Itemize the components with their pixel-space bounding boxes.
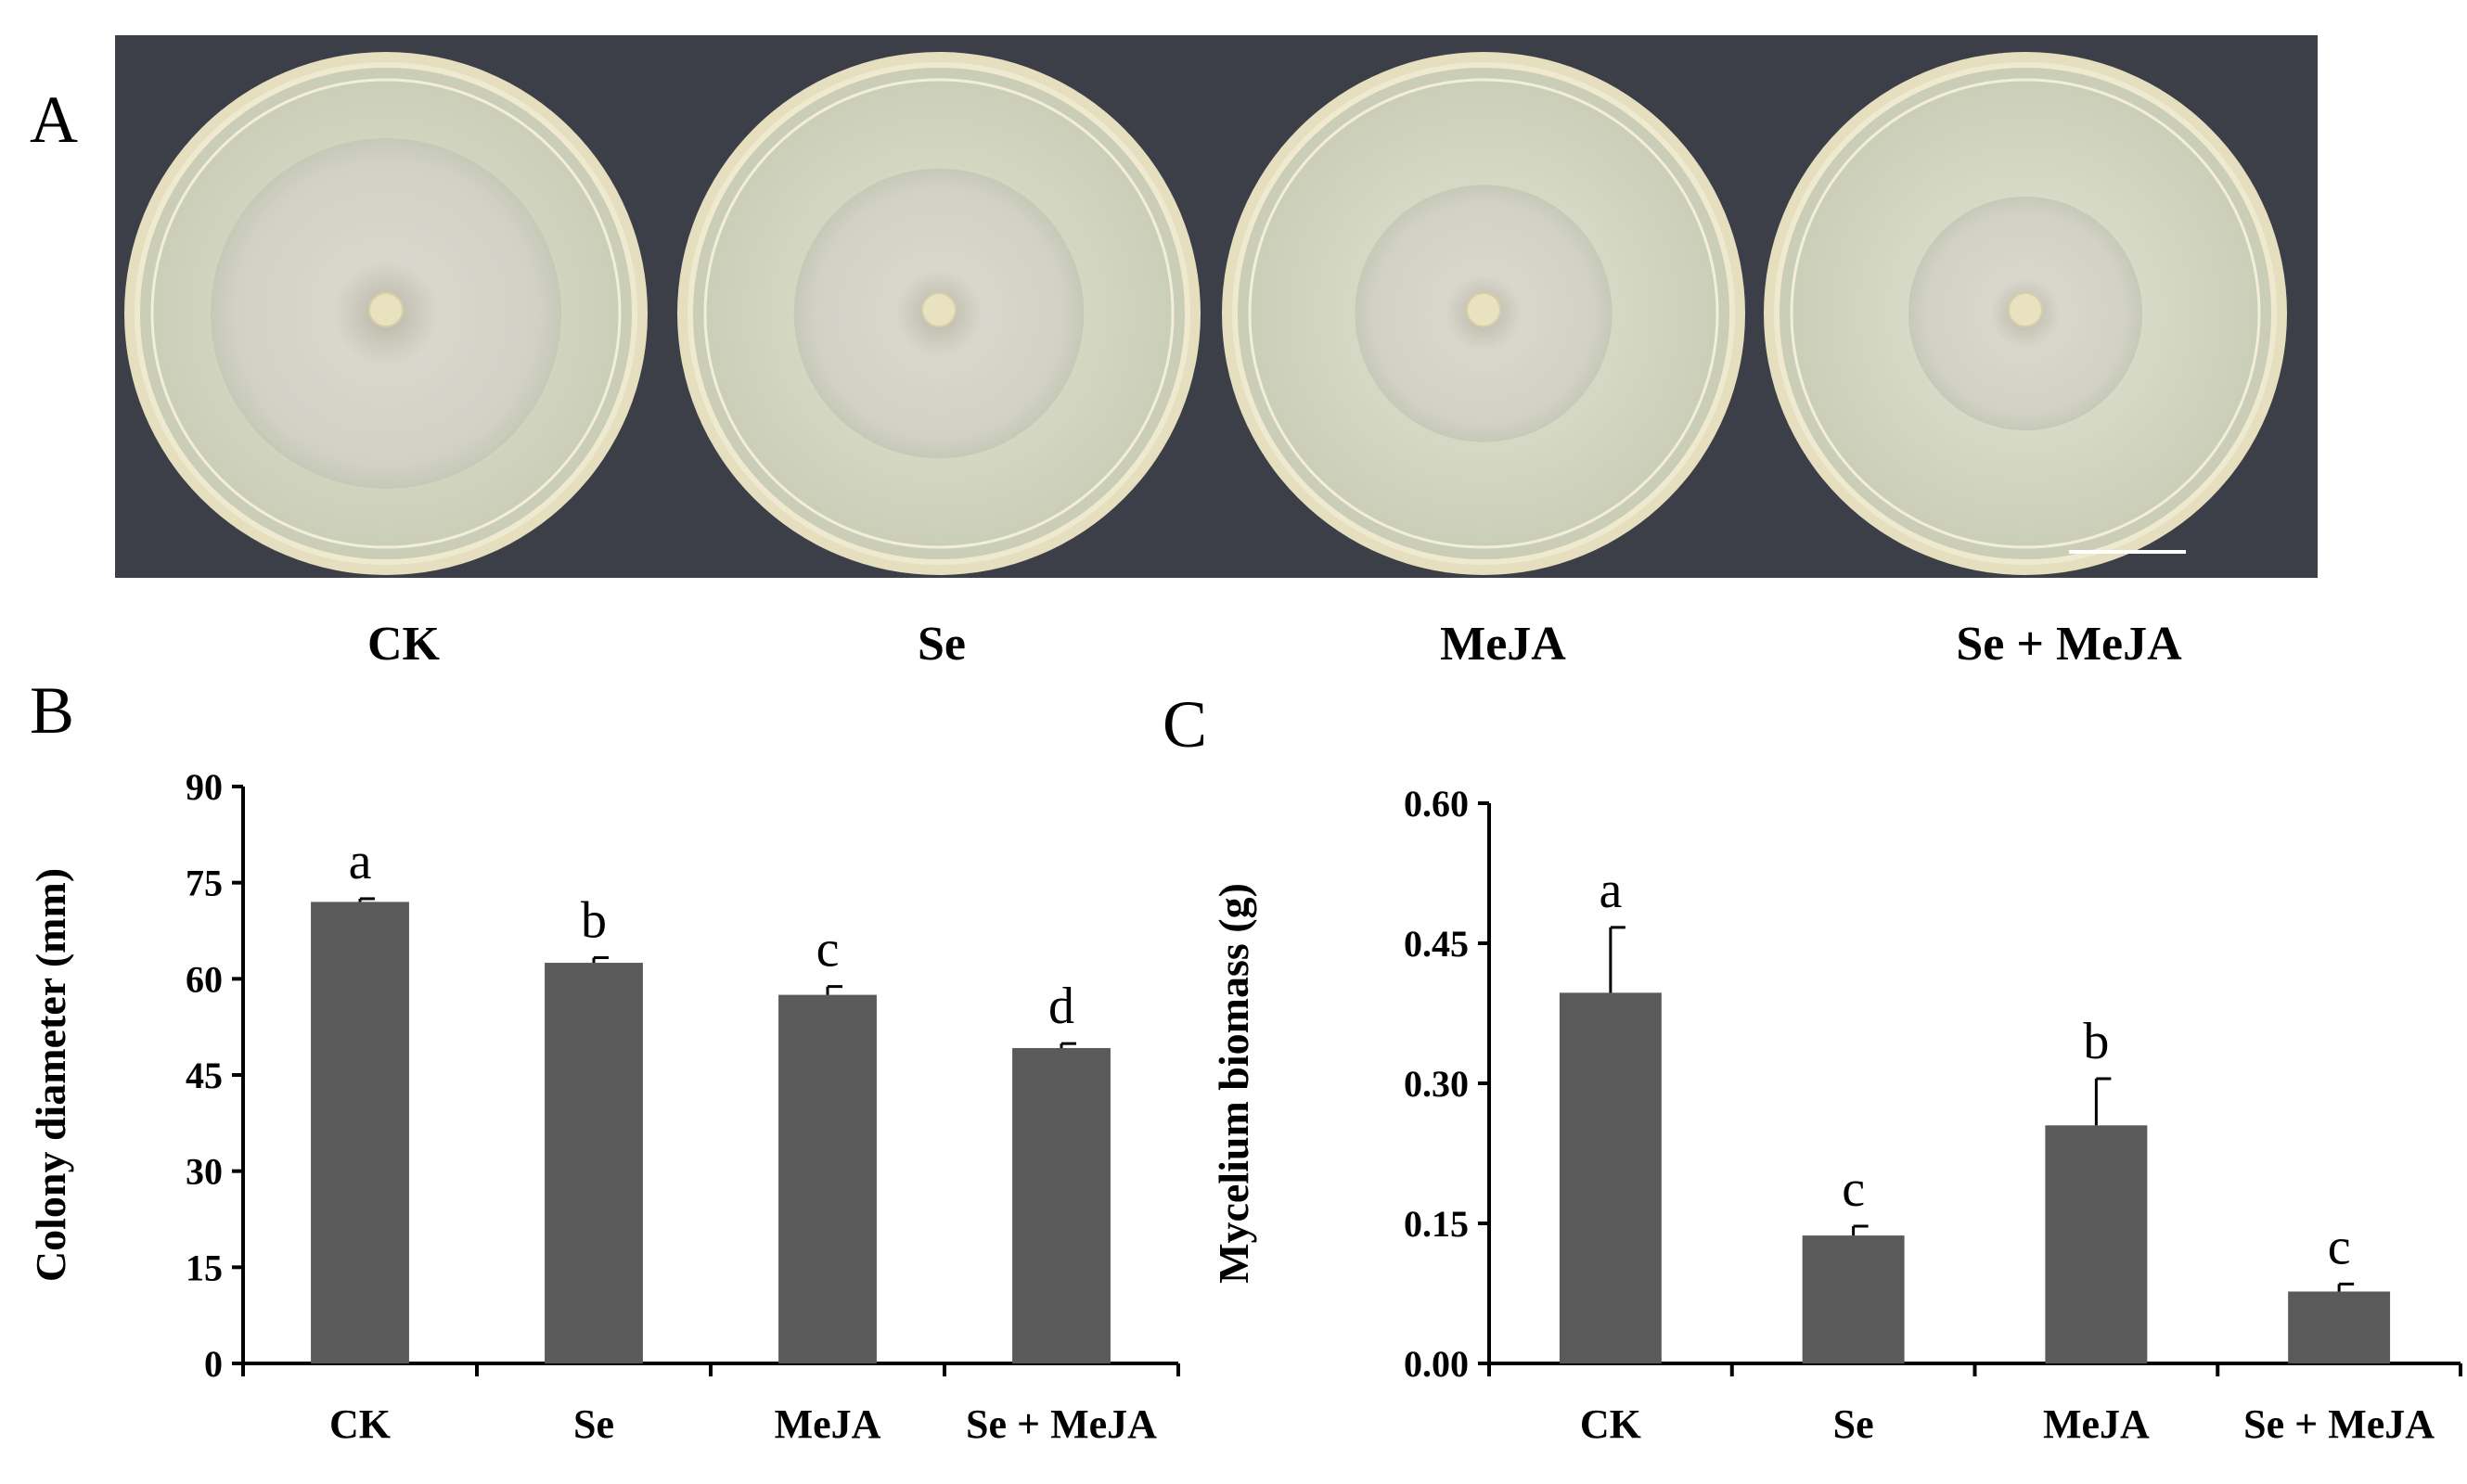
bar xyxy=(311,902,409,1363)
significance-letter: c xyxy=(2328,1218,2351,1275)
petri-dish-photo xyxy=(115,35,2318,578)
x-category-label: Se xyxy=(1833,1401,1874,1447)
panel-a-letter: A xyxy=(30,83,78,157)
plate-label-meja: MeJA xyxy=(1440,618,1566,671)
y-tick-label: 75 xyxy=(186,863,223,904)
y-tick-label: 45 xyxy=(186,1055,223,1096)
y-tick-label: 15 xyxy=(186,1247,223,1288)
bar xyxy=(1559,992,1662,1363)
significance-letter: a xyxy=(1599,862,1622,919)
y-tick-label: 60 xyxy=(186,958,223,1000)
plate-inner-ring xyxy=(1248,78,1719,549)
x-category-label: CK xyxy=(329,1401,391,1447)
bar xyxy=(2045,1125,2148,1363)
petri-dish xyxy=(677,52,1201,575)
inoculum-plug xyxy=(2008,292,2043,327)
significance-letter: b xyxy=(2083,1013,2109,1070)
y-tick-label: 90 xyxy=(186,766,223,808)
y-tick-label: 0.00 xyxy=(1404,1343,1469,1385)
bar xyxy=(1012,1047,1111,1363)
significance-letter: a xyxy=(349,833,372,890)
y-tick-label: 30 xyxy=(186,1151,223,1193)
x-category-label: MeJA xyxy=(2043,1401,2150,1447)
plate-inner-ring xyxy=(150,78,622,549)
scale-bar xyxy=(2069,550,2186,554)
bar xyxy=(2288,1291,2391,1363)
x-category-label: Se xyxy=(573,1401,614,1447)
y-tick-label: 0 xyxy=(204,1343,223,1385)
bar xyxy=(778,994,877,1363)
x-category-label: Se + MeJA xyxy=(2243,1401,2435,1447)
petri-dish xyxy=(1222,52,1745,575)
plate-inner-ring xyxy=(1790,78,2261,549)
plate-inner-ring xyxy=(703,78,1175,549)
y-tick-label: 0.30 xyxy=(1404,1063,1469,1105)
panel-c-letter: C xyxy=(1163,687,1208,761)
significance-letter: c xyxy=(1842,1160,1865,1218)
petri-dish xyxy=(124,52,648,575)
significance-letter: d xyxy=(1048,978,1074,1035)
x-category-label: CK xyxy=(1580,1401,1641,1447)
petri-dish xyxy=(1764,52,2287,575)
plate-label-se-meja: Se + MeJA xyxy=(1956,618,2182,671)
y-axis-label: Mycelium biomass (g) xyxy=(1210,883,1257,1284)
inoculum-plug xyxy=(368,292,404,327)
bar xyxy=(545,963,643,1363)
x-category-label: Se + MeJA xyxy=(966,1401,1157,1447)
bar xyxy=(1802,1235,1905,1363)
significance-letter: b xyxy=(581,892,607,950)
inoculum-plug xyxy=(1466,292,1501,327)
panel-b-letter: B xyxy=(30,673,75,748)
plate-label-se: Se xyxy=(918,618,966,671)
inoculum-plug xyxy=(921,292,957,327)
significance-letter: c xyxy=(816,921,840,979)
y-tick-label: 0.45 xyxy=(1404,923,1469,965)
plate-label-ck: CK xyxy=(367,618,440,671)
petri-dishes xyxy=(124,52,2287,575)
y-tick-label: 0.15 xyxy=(1404,1203,1469,1245)
y-tick-label: 0.60 xyxy=(1404,783,1469,825)
y-axis-label: Colony diameter (mm) xyxy=(27,868,74,1282)
x-category-label: MeJA xyxy=(775,1401,881,1447)
